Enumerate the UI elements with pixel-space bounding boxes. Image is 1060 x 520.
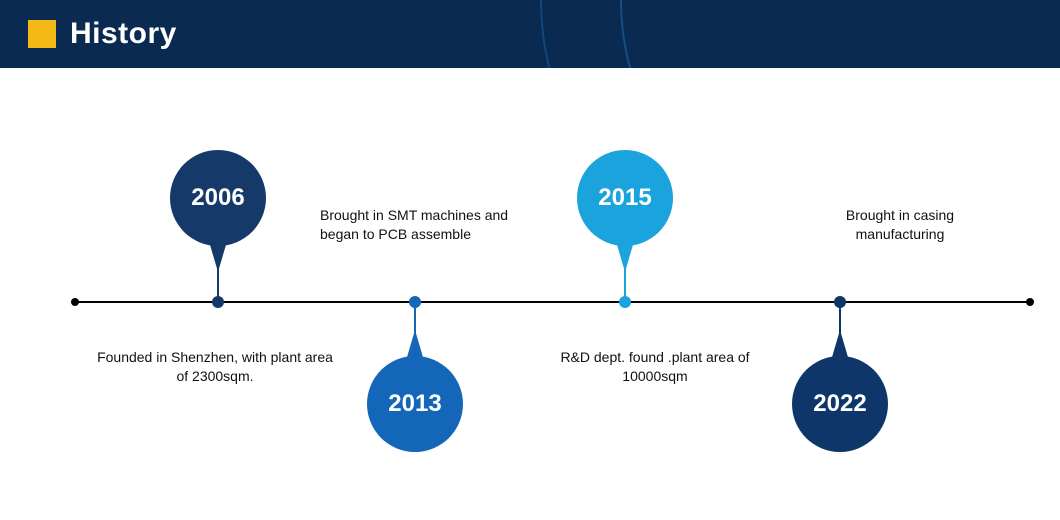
axis-endpoint-right (1026, 298, 1034, 306)
milestone-desc-2022: Brought in casing manufacturing (800, 206, 1000, 244)
header-decor-arc-2 (540, 0, 1060, 68)
milestone-desc-2013: Brought in SMT machines and began to PCB… (320, 206, 550, 244)
year-bubble-2015: 2015 (577, 150, 673, 246)
year-label: 2022 (813, 390, 866, 418)
header-bar: History (0, 0, 1060, 68)
year-label: 2015 (598, 184, 651, 212)
header-decor-arc-1 (620, 0, 1060, 68)
year-bubble-2022: 2022 (792, 356, 888, 452)
year-bubble-2006: 2006 (170, 150, 266, 246)
year-bubble-2013: 2013 (367, 356, 463, 452)
header-accent-square (28, 20, 56, 48)
milestone-desc-2015: R&D dept. found .plant area of 10000sqm (550, 348, 760, 386)
timeline-stage: 2006 Founded in Shenzhen, with plant area… (0, 68, 1060, 520)
page-title: History (70, 17, 177, 51)
milestone-desc-2006: Founded in Shenzhen, with plant area of … (95, 348, 335, 386)
axis-endpoint-left (71, 298, 79, 306)
year-label: 2006 (191, 184, 244, 212)
year-label: 2013 (388, 390, 441, 418)
